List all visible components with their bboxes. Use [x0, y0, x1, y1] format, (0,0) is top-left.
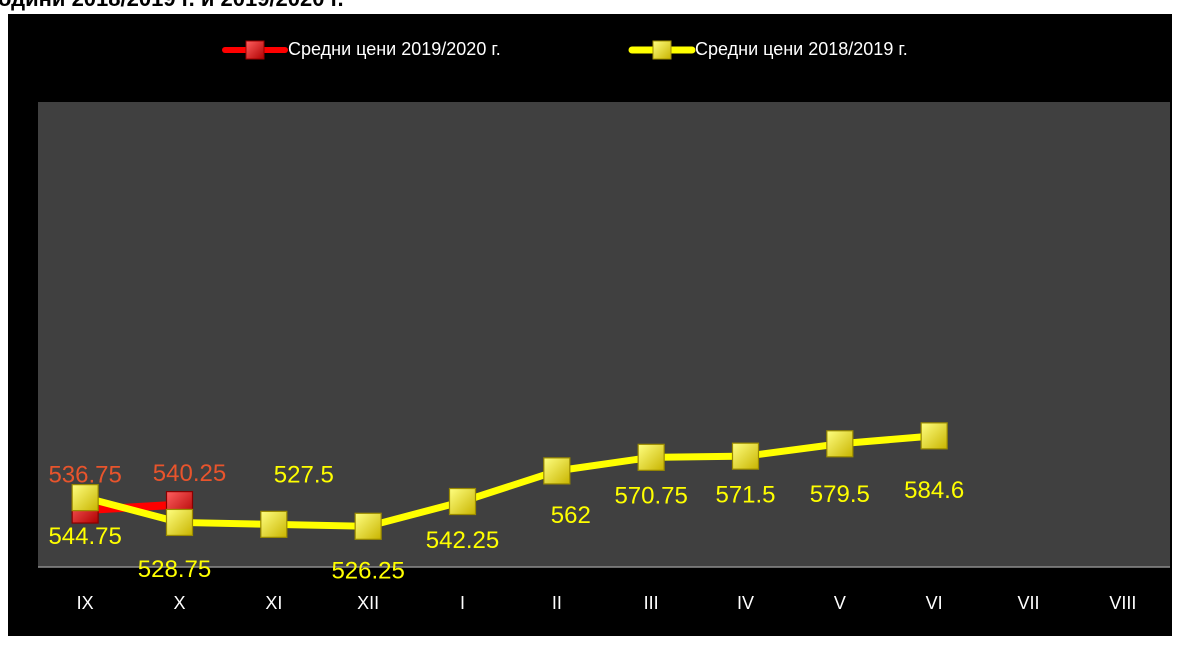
- plot-area: [38, 102, 1170, 567]
- x-tick-label: VIII: [1109, 593, 1136, 613]
- x-tick-label: IV: [737, 593, 754, 613]
- x-tick-label: XI: [265, 593, 282, 613]
- data-label: 571.5: [715, 482, 775, 509]
- legend-marker: [652, 40, 672, 60]
- marker: [71, 484, 99, 512]
- data-label: 584.6: [904, 477, 964, 504]
- marker: [920, 422, 948, 450]
- data-label: 542.25: [426, 527, 499, 554]
- data-label: 562: [551, 502, 591, 529]
- legend-marker: [245, 40, 265, 60]
- marker: [165, 508, 194, 537]
- marker: [543, 457, 571, 485]
- data-label: 579.5: [810, 481, 870, 508]
- data-label: 570.75: [614, 483, 687, 510]
- marker: [731, 442, 760, 470]
- marker: [448, 487, 477, 516]
- marker: [826, 430, 854, 458]
- marker: [637, 443, 665, 471]
- x-tick-label: XII: [357, 593, 379, 613]
- data-label: 528.75: [138, 556, 211, 583]
- data-label: 540.25: [153, 460, 226, 487]
- data-label: 544.75: [48, 523, 121, 550]
- marker: [354, 512, 382, 540]
- data-label: 536.75: [48, 461, 121, 488]
- chart-title: одини 2018/2019 г. и 2019/2020 г.: [0, 0, 344, 11]
- legend-label: Средни цени 2019/2020 г.: [288, 39, 501, 59]
- x-tick-label: X: [173, 593, 185, 613]
- x-tick-label: V: [834, 593, 846, 613]
- x-tick-label: I: [460, 593, 465, 613]
- x-tick-label: VII: [1017, 593, 1039, 613]
- series-line: [84, 432, 935, 530]
- marker: [260, 510, 288, 538]
- legend-label: Средни цени 2018/2019 г.: [695, 39, 908, 59]
- data-label: 527.5: [274, 462, 334, 489]
- x-tick-label: III: [644, 593, 659, 613]
- x-tick-label: VI: [926, 593, 943, 613]
- x-tick-label: IX: [77, 593, 94, 613]
- data-label: 526.25: [331, 558, 404, 585]
- x-tick-label: II: [552, 593, 562, 613]
